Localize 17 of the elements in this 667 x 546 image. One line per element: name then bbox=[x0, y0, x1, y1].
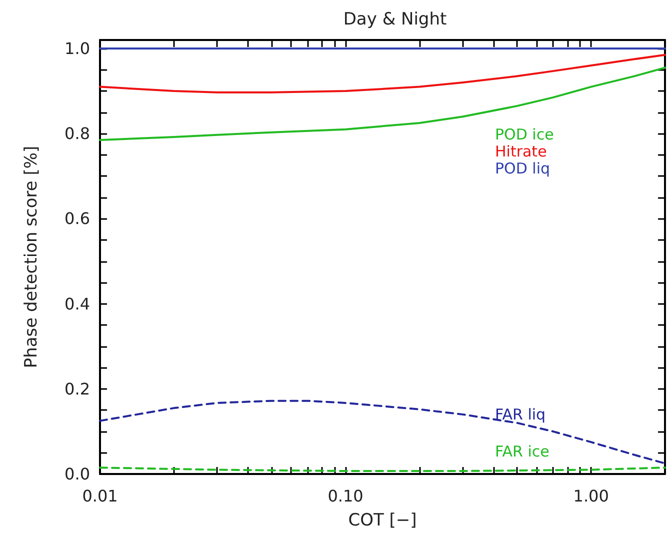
y-tick-label: 0.6 bbox=[64, 209, 90, 228]
chart-title: Day & Night bbox=[343, 10, 447, 30]
y-axis-title: Phase detection score [%] bbox=[22, 146, 42, 368]
series-label: POD ice bbox=[495, 126, 554, 144]
text: Hitrate bbox=[495, 142, 547, 161]
text: POD liq bbox=[495, 160, 550, 178]
x-tick-label: 1.00 bbox=[573, 486, 609, 506]
series-label: FAR ice bbox=[495, 442, 550, 460]
x-tick-label: 0.01 bbox=[82, 486, 118, 506]
y-tick-label: 0.8 bbox=[64, 124, 90, 144]
y-tick-label: 1.0 bbox=[64, 39, 90, 58]
x-tick-label: 0.10 bbox=[328, 486, 364, 506]
y-tick-label: 0.4 bbox=[64, 294, 90, 314]
x-axis-title: COT [−] bbox=[348, 510, 417, 530]
y-tick-label: 0.2 bbox=[64, 379, 90, 398]
y-tick-label: 0.0 bbox=[64, 464, 90, 484]
series-label: FAR liq bbox=[495, 405, 546, 424]
